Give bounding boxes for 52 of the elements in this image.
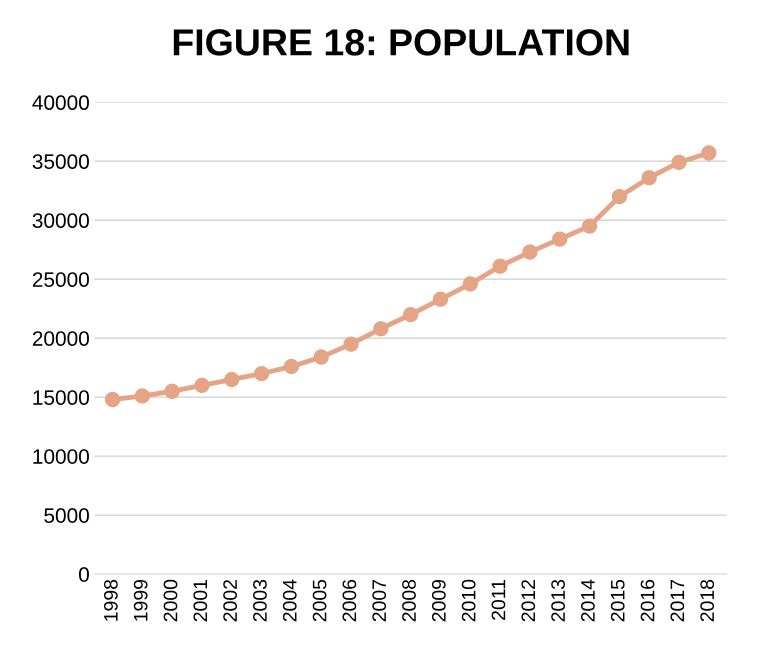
point (104, 392, 120, 408)
point (492, 258, 508, 274)
x-tick-label: 2000 (164, 580, 178, 622)
x-tick-label: 2009 (432, 580, 446, 622)
x-tick-label: 2018 (700, 580, 714, 622)
point (164, 384, 180, 399)
y-tick-label: 25000 (32, 272, 89, 287)
point (642, 170, 657, 186)
y-tick-label: 5000 (44, 508, 89, 523)
x-tick-label: 2004 (282, 580, 297, 622)
x-tick-label: 2014 (581, 580, 595, 622)
point (343, 336, 359, 352)
x-tick-label: 2015 (610, 580, 625, 622)
point (612, 188, 628, 204)
point (314, 349, 329, 365)
point (224, 372, 240, 388)
point (671, 154, 687, 170)
point (432, 292, 448, 307)
y-tick-label: 30000 (32, 213, 89, 228)
x-tick-label: 2013 (551, 580, 565, 622)
y-tick-label: 35000 (32, 154, 89, 169)
y-tick-label: 10000 (33, 449, 89, 464)
x-tick-label: 2008 (402, 580, 416, 622)
x-tick-label: 2012 (521, 580, 536, 622)
point (284, 358, 300, 374)
x-tick-label: 1999 (134, 580, 148, 621)
x-tick-label: 1998 (104, 580, 118, 621)
point (373, 321, 388, 336)
x-tick-label: 2007 (372, 580, 386, 622)
y-tick-label: 0 (78, 567, 89, 582)
x-tick-label: 2003 (253, 580, 267, 622)
point (522, 244, 538, 260)
point (194, 378, 210, 394)
x-tick-label: 2011 (492, 580, 506, 620)
point (462, 276, 478, 292)
point (701, 145, 716, 161)
x-tick-label: 2001 (193, 580, 208, 622)
chart-title: FIGURE 18: POPULATION (174, 29, 629, 56)
y-tick-label: 40000 (32, 95, 89, 110)
point (134, 388, 150, 404)
y-tick-label: 20000 (32, 331, 89, 346)
point (552, 231, 568, 247)
point (582, 218, 598, 234)
x-tick-label: 2002 (223, 580, 237, 622)
x-tick-label: 2010 (462, 580, 476, 622)
x-tick-label: 2006 (342, 580, 356, 622)
x-tick-label: 2005 (312, 580, 326, 622)
point (254, 366, 270, 382)
x-tick-label: 2017 (670, 580, 684, 622)
y-tick-label: 15000 (33, 390, 89, 405)
point (403, 306, 418, 322)
x-tick-label: 2016 (640, 580, 654, 622)
